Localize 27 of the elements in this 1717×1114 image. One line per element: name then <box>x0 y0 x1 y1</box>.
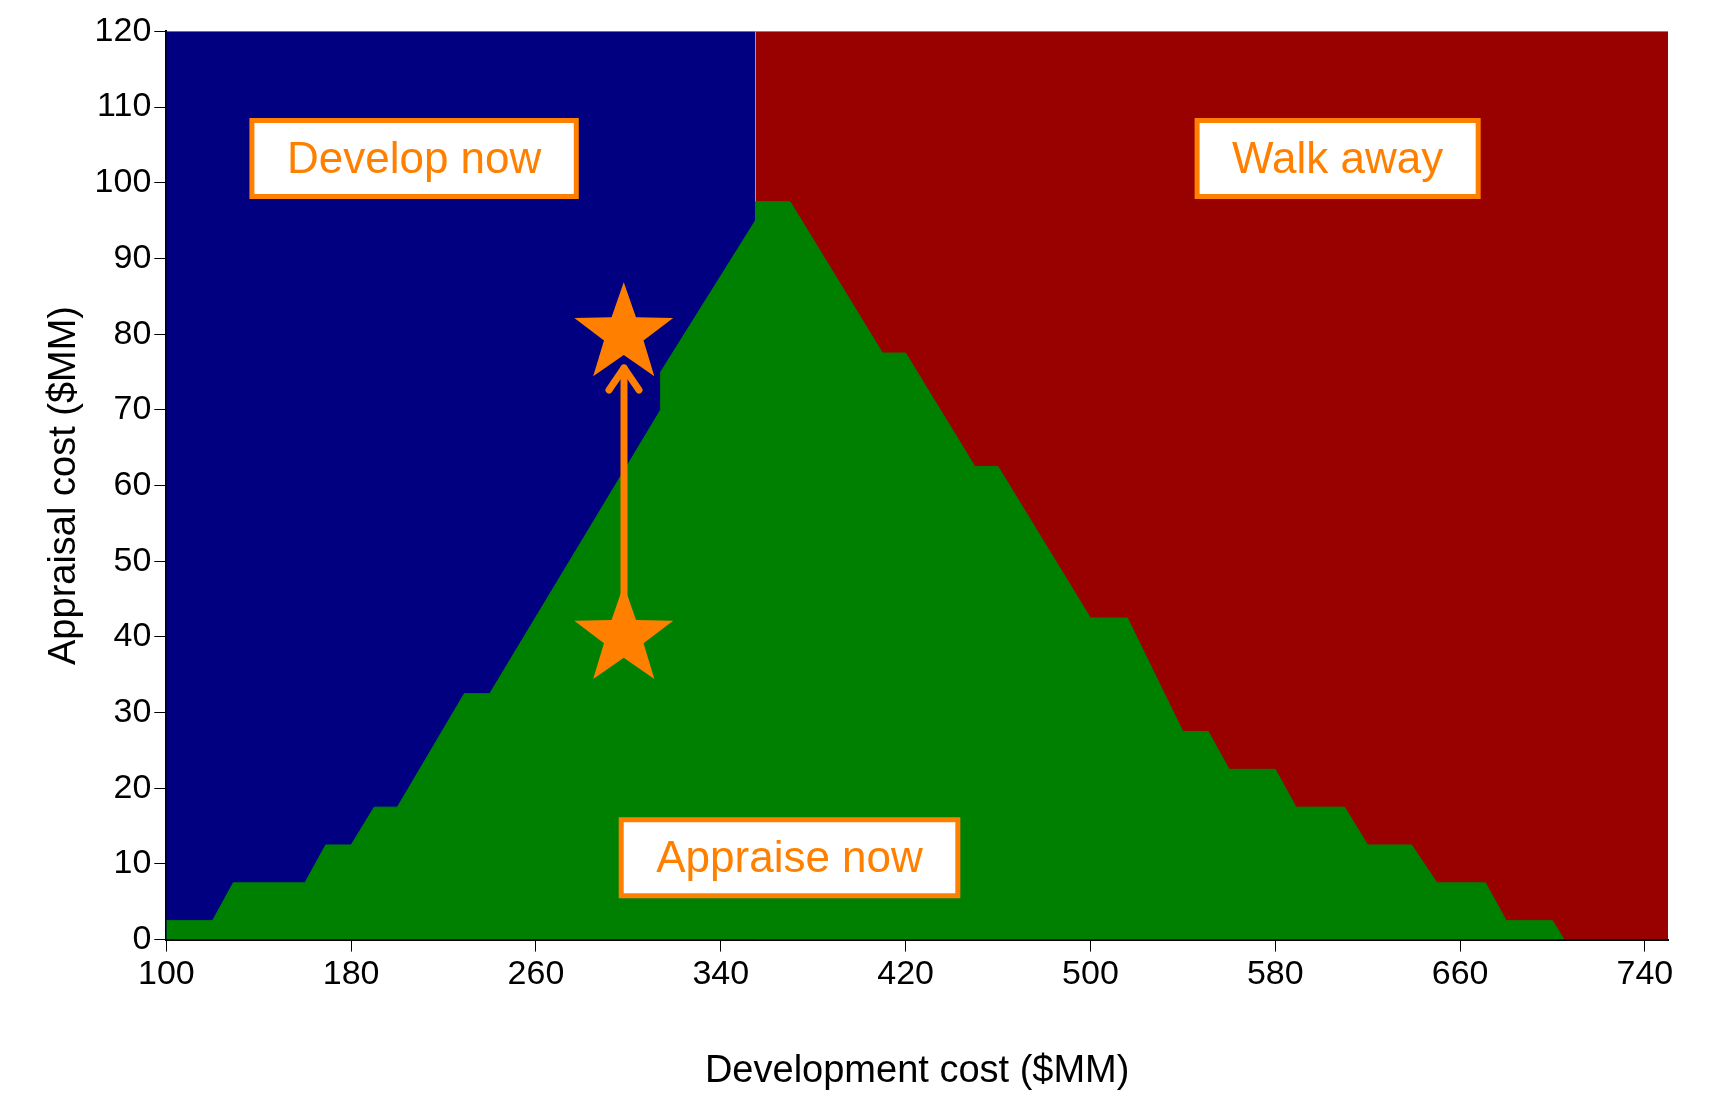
y-tick-label: 80 <box>113 312 152 351</box>
y-tick-label: 20 <box>113 766 152 805</box>
x-tick-label: 340 <box>692 953 750 992</box>
y-tick-label: 110 <box>97 85 152 124</box>
y-tick-label: 30 <box>113 690 152 729</box>
x-tick-label: 740 <box>1616 953 1674 992</box>
x-tick-label: 500 <box>1062 953 1119 992</box>
y-axis-title: Appraisal cost ($MM) <box>41 306 84 665</box>
y-tick-label: 90 <box>113 236 152 275</box>
x-tick-label: 100 <box>137 953 195 992</box>
y-tick-label: 40 <box>113 615 152 654</box>
x-axis-title: Development cost ($MM) <box>704 1047 1130 1090</box>
annotation: Walk away <box>1232 132 1444 182</box>
y-tick-label: 70 <box>113 388 152 427</box>
y-tick-label: 50 <box>113 539 152 578</box>
y-tick-label: 0 <box>132 917 152 956</box>
y-tick-label: 100 <box>94 161 152 200</box>
y-tick-label: 60 <box>113 463 152 502</box>
x-tick-label: 580 <box>1246 953 1304 992</box>
annotation: Appraise now <box>656 832 924 881</box>
x-tick-label: 660 <box>1431 953 1489 992</box>
y-tick-label: 120 <box>94 9 152 48</box>
x-tick-label: 420 <box>877 953 934 992</box>
x-tick-label: 180 <box>322 953 380 992</box>
x-tick-label: 260 <box>507 953 565 992</box>
annotation: Develop now <box>286 132 542 182</box>
y-tick-label: 10 <box>113 842 152 881</box>
